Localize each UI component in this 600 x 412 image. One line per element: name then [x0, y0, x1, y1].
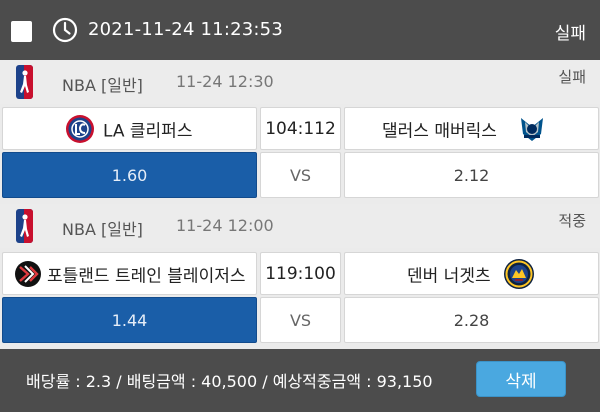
draw-odds-button[interactable]: VS	[260, 152, 341, 198]
league-name: NBA [일반]	[62, 220, 143, 239]
league-row: NBA [일반] 11-24 12:00 적중	[0, 204, 600, 248]
away-odds-button[interactable]: 2.28	[344, 297, 599, 343]
home-team-cell: LA 클리퍼스	[2, 107, 257, 150]
away-odds-button[interactable]: 2.12	[344, 152, 599, 198]
score-cell: 119:100	[260, 252, 341, 295]
home-team-cell: 포틀랜드 트레인 블레이저스	[2, 252, 257, 295]
clock-icon	[52, 17, 78, 43]
home-team-name: 포틀랜드 트레인 블레이저스	[47, 266, 246, 286]
bet-summary-footer: 배당률 : 2.3 / 배팅금액 : 40,500 / 예상적중금액 : 93,…	[0, 349, 600, 412]
draw-odds-button[interactable]: VS	[260, 297, 341, 343]
select-checkbox[interactable]	[11, 21, 32, 42]
away-team-name: 댈러스 매버릭스	[382, 121, 497, 141]
league-name: NBA [일반]	[62, 76, 143, 95]
game-time: 11-24 12:30	[176, 72, 274, 91]
clippers-logo-icon	[66, 114, 94, 143]
game-result: 실패	[558, 68, 586, 86]
bet-status: 실패	[554, 24, 586, 44]
mavericks-logo-icon	[521, 117, 543, 141]
nuggets-logo-icon	[504, 258, 534, 289]
game-time: 11-24 12:00	[176, 216, 274, 235]
away-team-cell: 덴버 너겟츠	[344, 252, 599, 295]
delete-button[interactable]: 삭제	[476, 361, 566, 397]
league-row: NBA [일반] 11-24 12:30 실패	[0, 60, 600, 104]
away-team-cell: 댈러스 매버릭스	[344, 107, 599, 150]
game-result: 적중	[558, 212, 586, 230]
home-odds-button[interactable]: 1.44	[2, 297, 257, 343]
home-odds-button[interactable]: 1.60	[2, 152, 257, 198]
nba-logo-icon	[16, 65, 33, 99]
score-cell: 104:112	[260, 107, 341, 150]
home-team-name: LA 클리퍼스	[103, 121, 193, 141]
nba-logo-icon	[16, 209, 33, 243]
blazers-logo-icon	[15, 260, 41, 287]
bet-summary-text: 배당률 : 2.3 / 배팅금액 : 40,500 / 예상적중금액 : 93,…	[26, 372, 433, 391]
bet-slip-header: 2021-11-24 11:23:53 실패	[0, 0, 600, 60]
away-team-name: 덴버 너겟츠	[407, 266, 491, 286]
bet-datetime: 2021-11-24 11:23:53	[88, 19, 283, 40]
